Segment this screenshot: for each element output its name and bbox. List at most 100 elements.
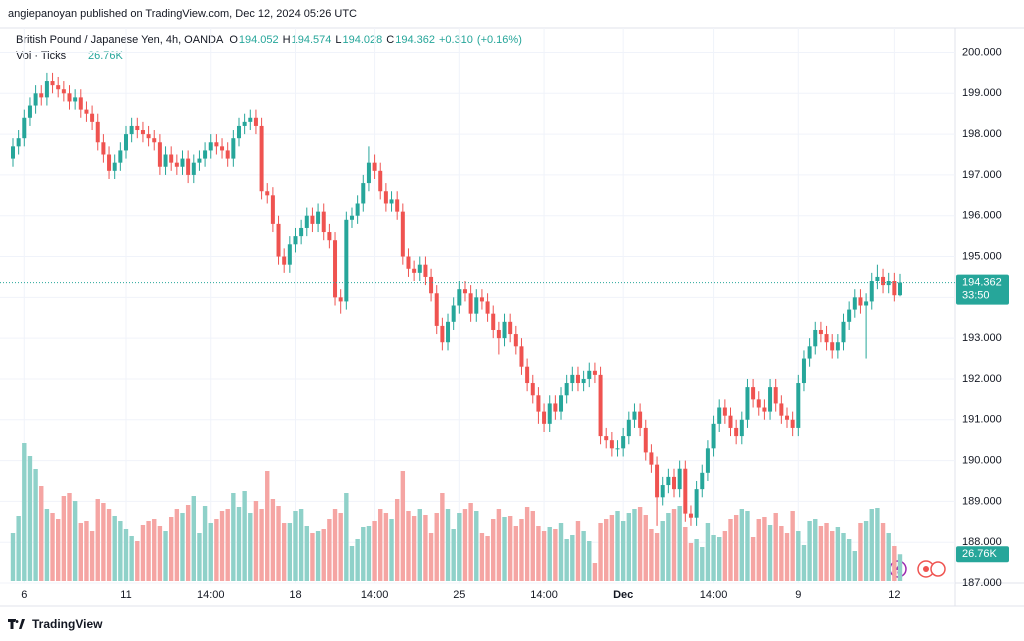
volume-bar	[298, 509, 304, 581]
x-tick-label: 6	[21, 589, 27, 601]
candle-body	[485, 301, 490, 314]
candle-body	[892, 281, 897, 296]
candle-body	[259, 125, 264, 192]
volume-bar	[197, 533, 202, 581]
candle-body	[90, 113, 95, 122]
candle-body	[135, 125, 140, 131]
candle-body	[705, 448, 710, 473]
candle-body	[688, 513, 693, 518]
legend-value: (+0.16%)	[477, 34, 522, 46]
volume-bar	[683, 527, 688, 581]
candle-body	[208, 142, 213, 151]
legend-value: +0.310	[439, 34, 473, 46]
y-tick-label: 199.000	[962, 87, 1002, 99]
volume-bar	[750, 537, 756, 581]
candle-body	[468, 293, 473, 314]
candle-body	[197, 158, 202, 163]
volume-tag-label: 26.76K	[962, 548, 998, 560]
volume-bar	[897, 554, 903, 581]
volume-bar	[671, 509, 677, 581]
candle-body	[310, 215, 315, 224]
volume-bar	[852, 551, 858, 581]
volume-bar	[202, 506, 208, 581]
candle-body	[174, 162, 179, 167]
candle-body	[496, 329, 501, 339]
volume-bar	[886, 533, 891, 581]
candle-body	[762, 407, 767, 412]
volume-bar	[27, 456, 33, 581]
candle-body	[700, 472, 705, 490]
icon	[930, 561, 946, 577]
candle-body	[395, 199, 400, 212]
y-tick-label: 196.000	[962, 210, 1002, 222]
candle-body	[299, 227, 304, 237]
volume-bar	[39, 486, 44, 581]
candle-body	[169, 154, 174, 163]
volume-bar	[530, 511, 535, 581]
candle-body	[214, 142, 219, 147]
candle-body	[790, 419, 795, 428]
candle-body	[417, 264, 422, 273]
x-tick-label: Dec	[613, 589, 633, 601]
candle-body	[564, 383, 569, 396]
candle-body	[626, 419, 631, 437]
logo: TradingView	[8, 617, 103, 631]
volume-bar	[180, 513, 185, 581]
volume-bar	[722, 531, 728, 581]
candle-body	[434, 293, 439, 326]
volume-bar	[705, 523, 711, 581]
candle-body	[638, 411, 643, 428]
candle-body	[598, 374, 603, 437]
volume-bar	[813, 519, 818, 581]
volume-bar	[304, 526, 309, 581]
volume-bar	[61, 496, 67, 581]
volume-bar	[841, 533, 846, 581]
volume-bar	[78, 523, 83, 581]
volume-bar	[700, 547, 705, 581]
volume-bar	[287, 523, 293, 581]
candle-body	[756, 399, 761, 408]
candle-body	[191, 162, 196, 175]
candle-body	[67, 93, 72, 102]
volume-bar	[174, 509, 180, 581]
x-tick-label: 14:00	[197, 589, 225, 601]
candle-body	[502, 321, 507, 339]
candle-body	[327, 232, 332, 241]
candle-body	[830, 342, 835, 351]
volume-bar	[796, 531, 801, 581]
candle-body	[508, 321, 513, 335]
volume-bar	[462, 509, 468, 581]
volume-bar	[366, 526, 372, 581]
candle-body	[253, 117, 258, 126]
candle-body	[73, 97, 78, 102]
volume-bar	[378, 509, 383, 581]
candle-body	[349, 215, 354, 220]
candle-body	[813, 329, 818, 347]
volume-bar	[411, 516, 417, 581]
volume-bar	[10, 533, 16, 581]
candle-body	[338, 297, 343, 302]
volume-bar	[835, 527, 841, 581]
volume-bar	[445, 509, 451, 581]
candle-body	[869, 281, 874, 302]
logo-mark	[8, 619, 25, 629]
icon	[923, 566, 929, 572]
volume-bar	[846, 539, 852, 581]
volume-bar	[400, 471, 406, 581]
candle-body	[440, 325, 445, 343]
volume-bar	[485, 536, 490, 581]
candle-body	[236, 125, 241, 139]
volume-bar	[44, 509, 50, 581]
volume-bar	[157, 526, 163, 581]
volume-title: Vol · Ticks	[16, 50, 67, 62]
candle-body	[570, 374, 575, 384]
volume-bar	[383, 513, 389, 581]
volume-tag	[956, 546, 1009, 563]
candle-body	[824, 334, 829, 343]
volume-bar	[892, 546, 897, 581]
candle-body	[78, 97, 83, 110]
candle-body	[898, 282, 902, 296]
volume-bar	[694, 539, 699, 581]
candle-body	[123, 134, 128, 151]
